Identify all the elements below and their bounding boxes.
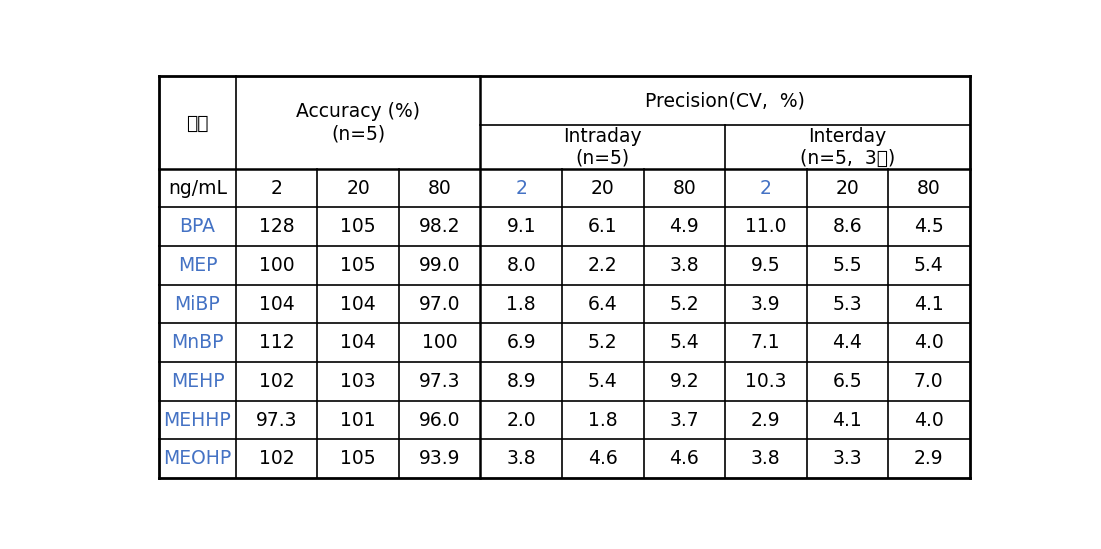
Text: 9.2: 9.2 xyxy=(669,372,699,391)
Text: 3.8: 3.8 xyxy=(506,449,536,468)
Text: 100: 100 xyxy=(259,256,295,275)
Text: MnBP: MnBP xyxy=(172,333,224,352)
Text: 80: 80 xyxy=(917,179,940,198)
Text: 101: 101 xyxy=(340,411,377,429)
Text: 97.0: 97.0 xyxy=(419,295,460,313)
Text: 8.9: 8.9 xyxy=(506,372,536,391)
Text: 구분: 구분 xyxy=(186,114,209,132)
Text: 5.5: 5.5 xyxy=(832,256,862,275)
Text: 2.2: 2.2 xyxy=(588,256,618,275)
Text: 8.0: 8.0 xyxy=(506,256,536,275)
Text: 80: 80 xyxy=(673,179,696,198)
Text: 96.0: 96.0 xyxy=(419,411,460,429)
Text: MEP: MEP xyxy=(177,256,217,275)
Text: 4.1: 4.1 xyxy=(832,411,862,429)
Text: Interday
(n=5,  3일): Interday (n=5, 3일) xyxy=(799,127,895,168)
Text: 102: 102 xyxy=(259,449,295,468)
Text: 20: 20 xyxy=(836,179,859,198)
Text: 20: 20 xyxy=(347,179,370,198)
Text: 6.9: 6.9 xyxy=(506,333,536,352)
Text: 5.4: 5.4 xyxy=(669,333,699,352)
Text: 1.8: 1.8 xyxy=(506,295,536,313)
Text: 3.8: 3.8 xyxy=(669,256,699,275)
Text: 5.3: 5.3 xyxy=(832,295,862,313)
Text: 4.6: 4.6 xyxy=(669,449,699,468)
Text: BPA: BPA xyxy=(179,217,216,236)
Text: 5.4: 5.4 xyxy=(588,372,618,391)
Text: 3.3: 3.3 xyxy=(832,449,862,468)
Text: 112: 112 xyxy=(259,333,295,352)
Text: 4.6: 4.6 xyxy=(588,449,618,468)
Text: 7.0: 7.0 xyxy=(914,372,944,391)
Text: 2: 2 xyxy=(271,179,283,198)
Text: 6.4: 6.4 xyxy=(588,295,618,313)
Text: 80: 80 xyxy=(428,179,451,198)
Text: 100: 100 xyxy=(422,333,458,352)
Text: 4.0: 4.0 xyxy=(914,333,944,352)
Text: 105: 105 xyxy=(340,217,377,236)
Text: MEHP: MEHP xyxy=(171,372,225,391)
Text: 93.9: 93.9 xyxy=(419,449,460,468)
Text: 8.6: 8.6 xyxy=(832,217,862,236)
Text: 97.3: 97.3 xyxy=(255,411,297,429)
Text: 4.0: 4.0 xyxy=(914,411,944,429)
Text: 6.1: 6.1 xyxy=(588,217,618,236)
Text: 5.2: 5.2 xyxy=(588,333,618,352)
Text: MiBP: MiBP xyxy=(175,295,220,313)
Text: ng/mL: ng/mL xyxy=(168,179,227,198)
Text: Precision(CV,  %): Precision(CV, %) xyxy=(645,91,805,110)
Text: 9.5: 9.5 xyxy=(751,256,781,275)
Text: 3.7: 3.7 xyxy=(669,411,699,429)
Text: 104: 104 xyxy=(259,295,295,313)
Text: 2.9: 2.9 xyxy=(751,411,781,429)
Text: 99.0: 99.0 xyxy=(419,256,460,275)
Text: 20: 20 xyxy=(591,179,614,198)
Text: 2.0: 2.0 xyxy=(506,411,536,429)
Text: 5.4: 5.4 xyxy=(914,256,944,275)
Text: 97.3: 97.3 xyxy=(419,372,460,391)
Text: 10.3: 10.3 xyxy=(745,372,786,391)
Text: 7.1: 7.1 xyxy=(751,333,781,352)
Text: 105: 105 xyxy=(340,256,377,275)
Text: 9.1: 9.1 xyxy=(506,217,536,236)
Text: 102: 102 xyxy=(259,372,295,391)
Text: 103: 103 xyxy=(340,372,377,391)
Text: 6.5: 6.5 xyxy=(832,372,862,391)
Text: Intraday
(n=5): Intraday (n=5) xyxy=(564,127,642,168)
Text: 4.4: 4.4 xyxy=(832,333,862,352)
Text: 104: 104 xyxy=(340,333,377,352)
Text: Accuracy (%)
(n=5): Accuracy (%) (n=5) xyxy=(296,103,421,143)
Text: 4.9: 4.9 xyxy=(669,217,699,236)
Text: 4.5: 4.5 xyxy=(914,217,944,236)
Text: 105: 105 xyxy=(340,449,377,468)
Text: 2: 2 xyxy=(515,179,527,198)
Text: 128: 128 xyxy=(259,217,295,236)
Text: 3.9: 3.9 xyxy=(751,295,781,313)
Text: 2: 2 xyxy=(760,179,772,198)
Text: 4.1: 4.1 xyxy=(914,295,944,313)
Text: 5.2: 5.2 xyxy=(669,295,699,313)
Text: 11.0: 11.0 xyxy=(745,217,786,236)
Text: 98.2: 98.2 xyxy=(419,217,460,236)
Text: 1.8: 1.8 xyxy=(588,411,618,429)
Text: 3.8: 3.8 xyxy=(751,449,781,468)
Text: MEOHP: MEOHP xyxy=(163,449,231,468)
Text: MEHHP: MEHHP xyxy=(164,411,231,429)
Text: 2.9: 2.9 xyxy=(914,449,944,468)
Text: 104: 104 xyxy=(340,295,377,313)
